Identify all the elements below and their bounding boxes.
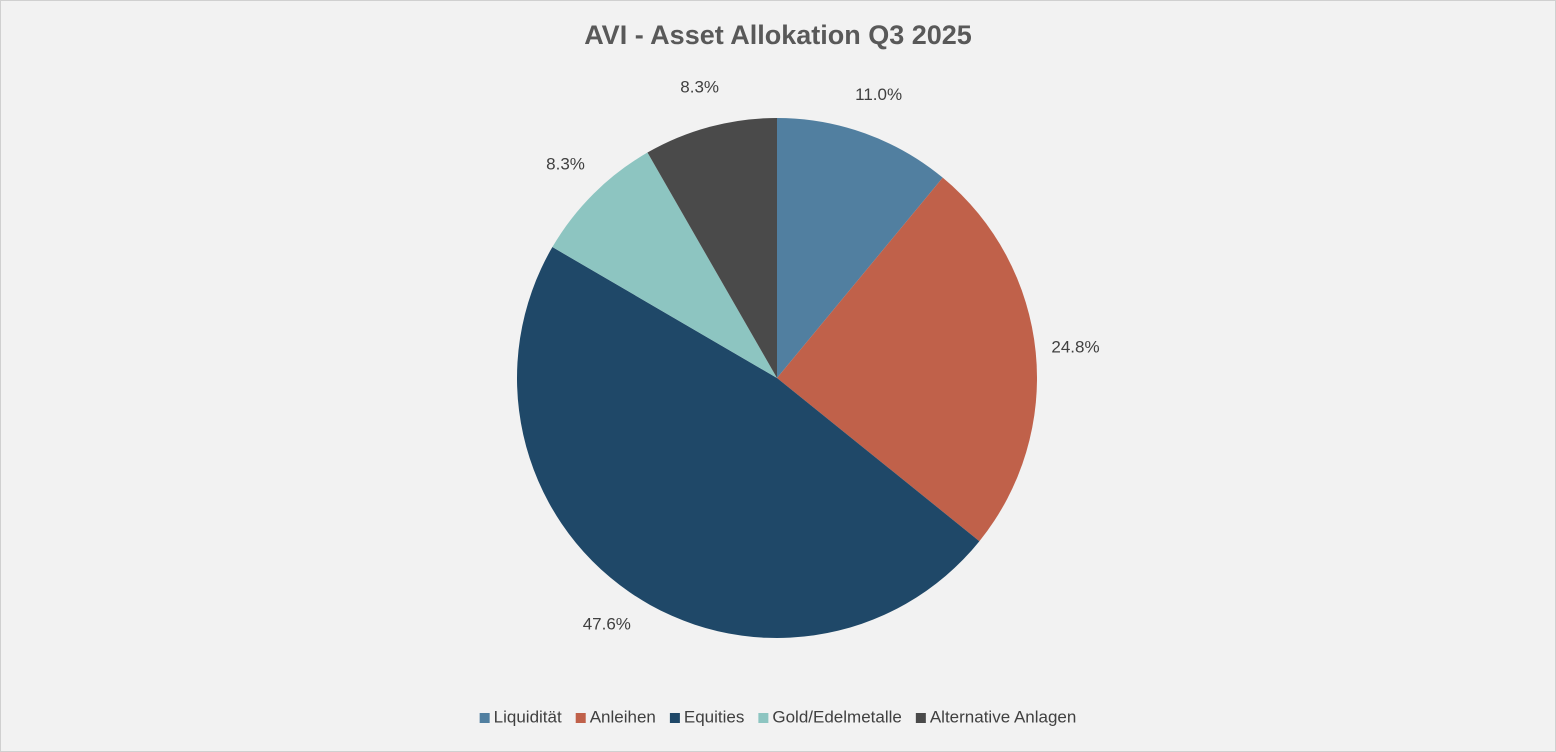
legend-swatch [758, 713, 769, 723]
legend-swatch [575, 713, 586, 723]
legend-label: Liquidität [494, 707, 562, 726]
data-label: 47.6% [583, 615, 631, 634]
legend-label: Anleihen [590, 707, 656, 726]
pie-slice [552, 152, 777, 378]
pie-slice [777, 118, 943, 378]
pie-slice [647, 118, 777, 378]
legend-swatch [669, 713, 680, 723]
legend-label: Equities [684, 707, 744, 726]
legend-label: Alternative Anlagen [930, 707, 1077, 726]
data-label: 11.0% [855, 85, 902, 104]
legend-swatch [479, 713, 490, 723]
data-label: 8.3% [546, 155, 585, 174]
chart-title: AVI - Asset Allokation Q3 2025 [584, 20, 972, 50]
pie-slice [777, 177, 1037, 542]
legend-swatch [915, 713, 926, 723]
pie-slice [516, 247, 980, 639]
data-label: 8.3% [680, 78, 719, 97]
data-label: 24.8% [1051, 337, 1099, 356]
legend-label: Gold/Edelmetalle [772, 707, 901, 726]
